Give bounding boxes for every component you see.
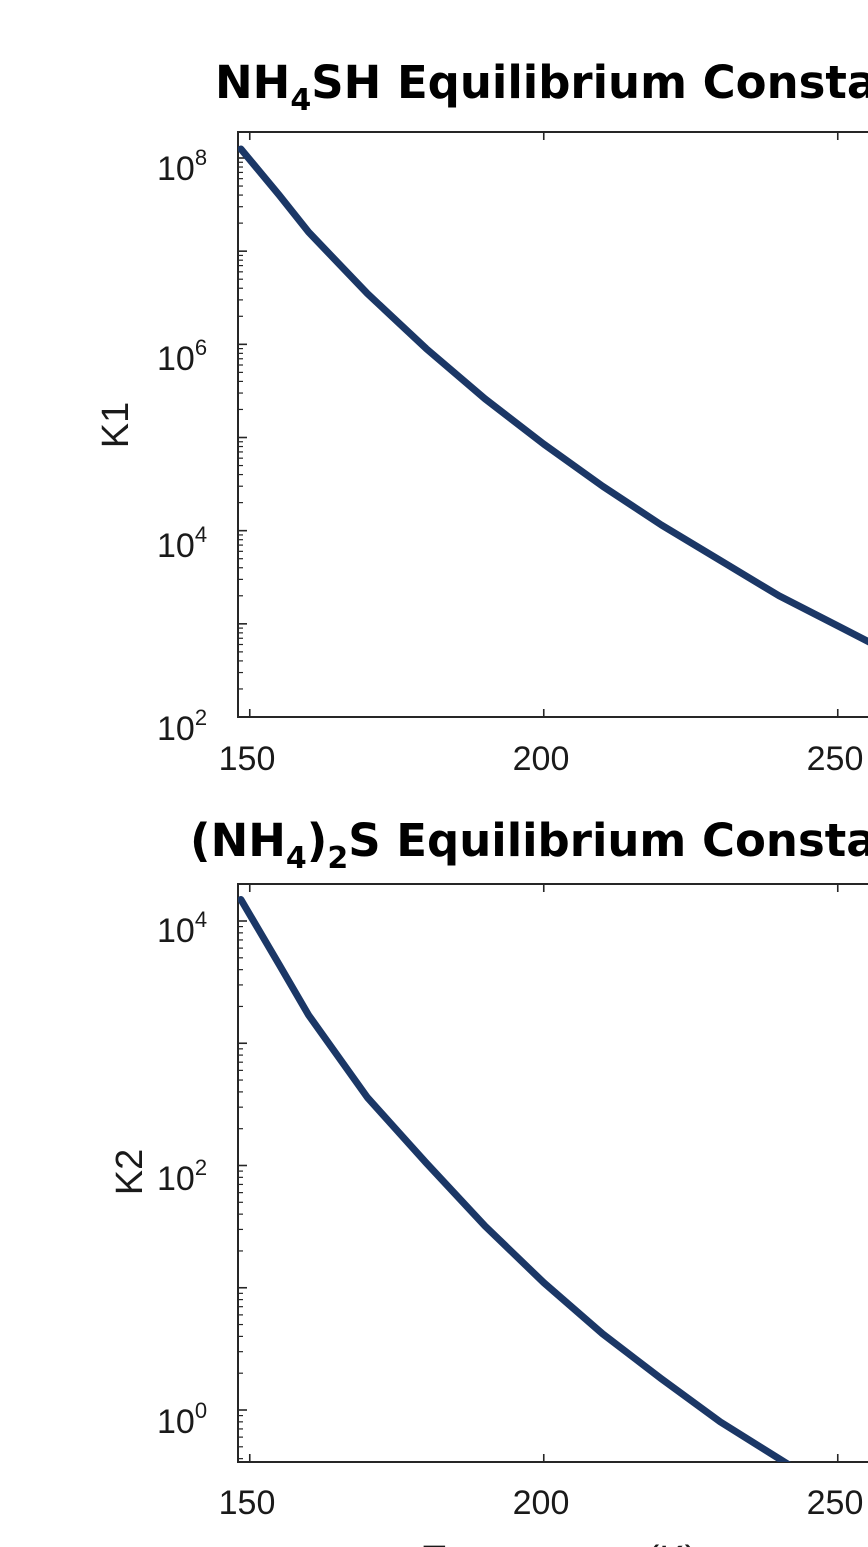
- k1-x-tick-label-250: 250: [807, 740, 864, 778]
- k2-y-tick-label-1e0: 100: [157, 1398, 207, 1441]
- k2-chart-title: (NH4)2S Equilibrium Constant: [190, 814, 868, 876]
- k2-axes-frame: [237, 883, 868, 1463]
- k1-chart-title: NH4SH Equilibrium Constant: [215, 56, 868, 118]
- k2-x-tick-label-200: 200: [513, 1484, 570, 1522]
- k2-chart: (NH4)2S Equilibrium Constant 104 102 100…: [109, 814, 868, 1547]
- k2-x-axis-label: Temperature (K): [423, 1539, 698, 1547]
- k1-series-line: [238, 145, 868, 646]
- k2-series-line: [238, 896, 792, 1462]
- k2-y-tick-label-1e2: 102: [157, 1155, 207, 1198]
- k2-y-axis-label: K2: [109, 1149, 151, 1195]
- k1-y-axis-label: K1: [95, 402, 137, 448]
- k2-x-tick-label-250: 250: [807, 1484, 864, 1522]
- k1-chart: NH4SH Equilibrium Constant 108 106 104 1…: [95, 56, 868, 778]
- k1-tick-marks: [238, 132, 839, 718]
- k1-y-tick-label-1e8: 108: [157, 145, 207, 188]
- k2-x-tick-label-150: 150: [219, 1484, 276, 1522]
- k1-y-tick-label-1e6: 106: [157, 335, 207, 378]
- k1-x-tick-label-200: 200: [513, 740, 570, 778]
- k2-y-tick-label-1e4: 104: [157, 907, 207, 950]
- k1-y-tick-label-1e4: 104: [157, 522, 207, 565]
- k2-tick-marks: [238, 883, 839, 1462]
- k1-y-tick-label-1e2: 102: [157, 705, 207, 748]
- k1-axes-frame: [237, 131, 868, 718]
- k1-x-tick-label-150: 150: [219, 740, 276, 778]
